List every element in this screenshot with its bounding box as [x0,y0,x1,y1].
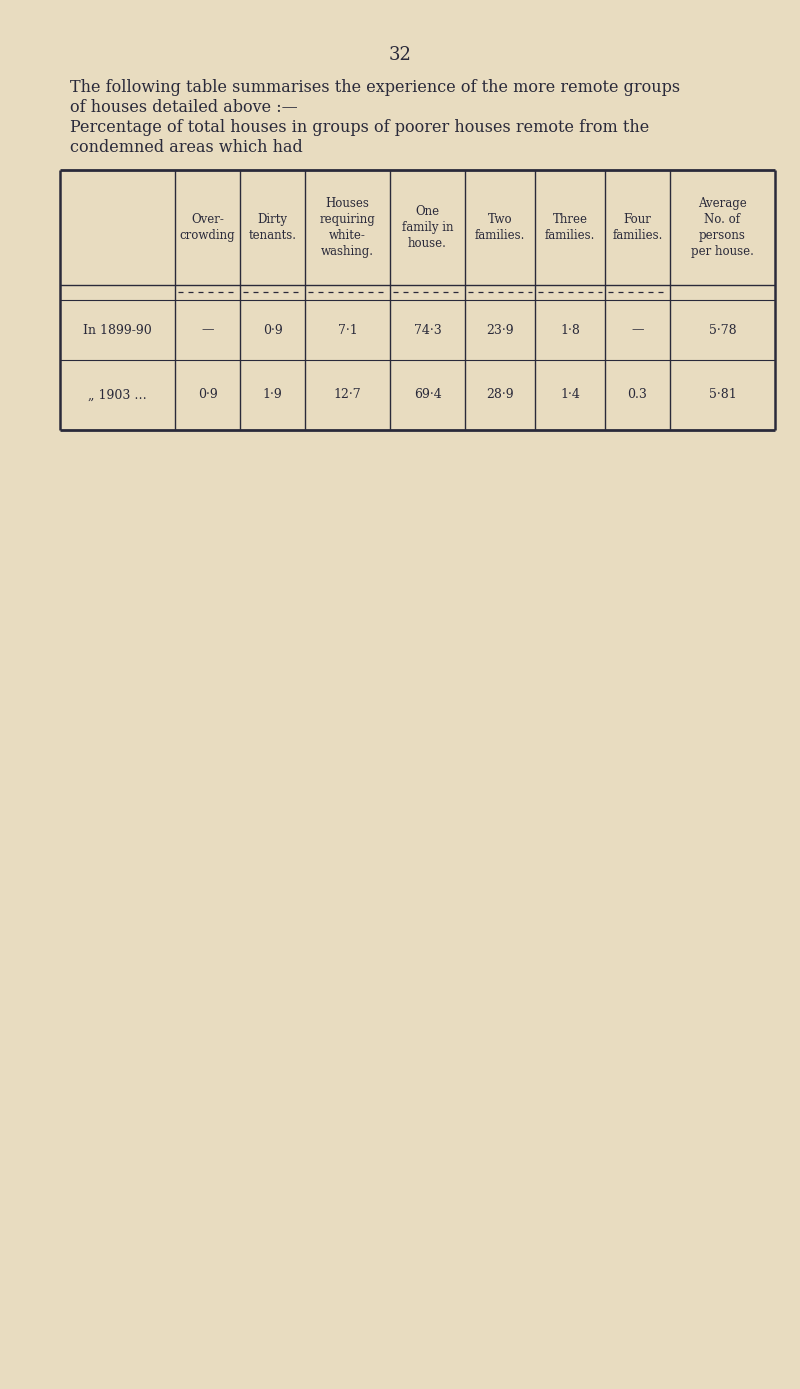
Text: Average
No. of
persons
per house.: Average No. of persons per house. [691,197,754,258]
Text: 12·7: 12·7 [334,389,362,401]
Text: of houses detailed above :—: of houses detailed above :— [70,100,298,117]
Text: 5·78: 5·78 [709,324,736,336]
Text: Two
families.: Two families. [475,213,525,242]
Text: 0.3: 0.3 [627,389,647,401]
Text: Dirty
tenants.: Dirty tenants. [249,213,297,242]
Text: —: — [631,324,644,336]
Text: 1·4: 1·4 [560,389,580,401]
Text: 69·4: 69·4 [414,389,442,401]
Text: 7·1: 7·1 [338,324,358,336]
Text: Percentage of total houses in groups of poorer houses remote from the: Percentage of total houses in groups of … [70,119,650,136]
Text: Houses
requiring
white-
washing.: Houses requiring white- washing. [320,197,375,258]
Text: Over-
crowding: Over- crowding [180,213,235,242]
Text: condemned areas which had: condemned areas which had [70,139,302,157]
Text: 0·9: 0·9 [198,389,218,401]
Text: Four
families.: Four families. [612,213,662,242]
Text: 1·9: 1·9 [262,389,282,401]
Text: 32: 32 [389,46,411,64]
Text: 28·9: 28·9 [486,389,514,401]
Text: 23·9: 23·9 [486,324,514,336]
Text: „ 1903 …: „ 1903 … [88,389,147,401]
Text: Three
families.: Three families. [545,213,595,242]
Text: —: — [202,324,214,336]
Text: The following table summarises the experience of the more remote groups: The following table summarises the exper… [70,79,680,96]
Text: In 1899-90: In 1899-90 [83,324,152,336]
Text: 0·9: 0·9 [262,324,282,336]
Text: 5·81: 5·81 [709,389,736,401]
Text: 1·8: 1·8 [560,324,580,336]
Text: One
family in
house.: One family in house. [402,206,454,250]
Text: 74·3: 74·3 [414,324,442,336]
